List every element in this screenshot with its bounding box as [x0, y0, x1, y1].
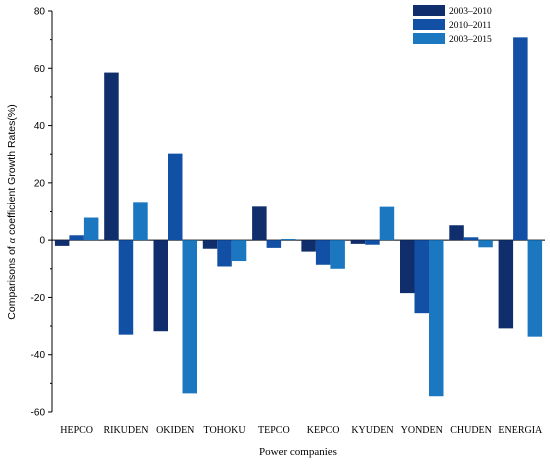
legend-swatch: [413, 19, 445, 30]
bar-chuden-series-3: [478, 240, 493, 248]
bar-hepco-series-3: [83, 217, 99, 241]
x-tick-label: TEPCO: [258, 425, 290, 436]
legend: 2003–2010 2010–2011 2003–2015: [413, 5, 492, 45]
bar-tohoku-series-3: [231, 240, 247, 262]
bars: [54, 37, 543, 397]
bar-energia-series-3: [527, 240, 543, 337]
bar-kyuden-series-1: [350, 240, 366, 244]
y-axis-label-suffix: coefficient Growth Rates(%): [6, 104, 18, 237]
x-tick-labels: HEPCO RIKUDEN OKIDEN TOHOKU TEPCO KEPCO KYUDEN…: [60, 425, 543, 436]
bar-chuden-series-1: [449, 225, 464, 241]
x-tick-label: YONDEN: [401, 425, 443, 436]
x-tick-label: HEPCO: [60, 425, 93, 436]
bar-okiden-series-1: [153, 240, 168, 332]
y-tick-label: -20: [31, 293, 46, 304]
legend-label: 2010–2011: [449, 21, 492, 31]
y-tick-label: -60: [31, 408, 46, 419]
y-axis-label: Comparisons of α coefficient Growth Rate…: [6, 104, 18, 319]
x-tick-label: CHUDEN: [450, 425, 492, 436]
bar-tepco-series-3: [281, 238, 296, 241]
bar-hepco-series-1: [54, 240, 70, 246]
x-tick-label: TOHOKU: [204, 425, 247, 436]
x-tick-label: KYUDEN: [351, 425, 393, 436]
bar-energia-series-1: [498, 240, 514, 329]
bar-chuden-series-2: [463, 237, 479, 241]
bar-okiden-series-2: [168, 153, 183, 241]
x-tick-label: ENERGIA: [498, 425, 543, 436]
bar-okiden-series-3: [182, 240, 197, 394]
bar-kyuden-series-2: [365, 240, 380, 245]
x-tick-label: KEPCO: [307, 425, 340, 436]
legend-label: 2003–2015: [449, 35, 492, 45]
bar-tohoku-series-1: [202, 240, 218, 249]
bar-tepco-series-1: [252, 206, 267, 241]
bar-kyuden-series-3: [379, 206, 395, 241]
legend-swatch: [413, 33, 445, 44]
bar-tohoku-series-2: [217, 240, 232, 267]
legend-swatch: [413, 5, 445, 16]
bar-kepco-series-1: [301, 240, 316, 252]
bar-rikuden-series-2: [118, 240, 134, 335]
y-tick-label: 0: [39, 236, 45, 247]
bar-yonden-series-2: [414, 240, 429, 314]
x-axis-label: Power companies: [259, 446, 337, 458]
y-tick-label: 80: [34, 7, 46, 18]
x-tick-label: RIKUDEN: [103, 425, 148, 436]
bar-energia-series-2: [513, 37, 528, 241]
y-axis-label-prefix: Comparisons of: [6, 243, 18, 319]
y-tick-label: 20: [34, 178, 46, 189]
x-tick-label: OKIDEN: [156, 425, 194, 436]
bar-yonden-series-1: [400, 240, 415, 294]
y-tick-label: 60: [34, 64, 46, 75]
y-ticks: -60 -40 -20 0 20 40 60 80: [31, 7, 52, 419]
bar-kepco-series-2: [315, 240, 331, 265]
bar-tepco-series-2: [266, 240, 282, 248]
y-tick-label: -40: [31, 350, 46, 361]
legend-label: 2003–2010: [449, 7, 492, 17]
axes: [51, 11, 545, 412]
bar-kepco-series-3: [330, 240, 345, 269]
bar-rikuden-series-1: [104, 72, 119, 241]
y-tick-label: 40: [34, 121, 46, 132]
bar-yonden-series-3: [429, 240, 444, 397]
bar-hepco-series-2: [69, 235, 84, 241]
bar-rikuden-series-3: [133, 202, 148, 241]
y-axis-label-symbol: α: [7, 237, 18, 243]
